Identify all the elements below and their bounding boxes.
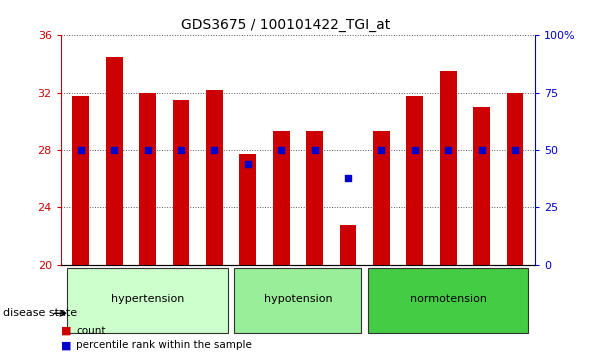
Bar	[440, 71, 457, 265]
Bar	[407, 96, 423, 265]
Point	[376, 147, 386, 153]
Bar	[139, 93, 156, 265]
Bar	[206, 90, 223, 265]
Point	[443, 147, 453, 153]
Bar	[72, 96, 89, 265]
FancyBboxPatch shape	[67, 268, 228, 333]
Point	[143, 147, 153, 153]
Point	[109, 147, 119, 153]
Text: GDS3675 / 100101422_TGI_at: GDS3675 / 100101422_TGI_at	[181, 18, 390, 32]
Bar	[173, 100, 189, 265]
Bar	[340, 224, 356, 265]
Text: hypertension: hypertension	[111, 294, 184, 304]
Text: ■: ■	[61, 340, 71, 350]
Point	[510, 147, 520, 153]
Point	[477, 147, 486, 153]
Text: percentile rank within the sample: percentile rank within the sample	[76, 340, 252, 350]
Point	[277, 147, 286, 153]
Bar	[273, 131, 289, 265]
Bar	[473, 107, 490, 265]
Bar	[106, 57, 123, 265]
Bar	[506, 93, 523, 265]
Text: normotension: normotension	[410, 294, 487, 304]
Text: count: count	[76, 326, 106, 336]
Bar	[240, 154, 256, 265]
Point	[410, 147, 420, 153]
FancyBboxPatch shape	[368, 268, 528, 333]
Point	[76, 147, 86, 153]
Point	[243, 161, 253, 167]
Text: disease state: disease state	[3, 308, 77, 318]
Point	[176, 147, 186, 153]
Bar	[373, 131, 390, 265]
FancyBboxPatch shape	[235, 268, 361, 333]
Text: hypotension: hypotension	[264, 294, 332, 304]
Bar	[306, 131, 323, 265]
Text: ■: ■	[61, 326, 71, 336]
Point	[309, 147, 319, 153]
Point	[343, 175, 353, 181]
Point	[210, 147, 219, 153]
